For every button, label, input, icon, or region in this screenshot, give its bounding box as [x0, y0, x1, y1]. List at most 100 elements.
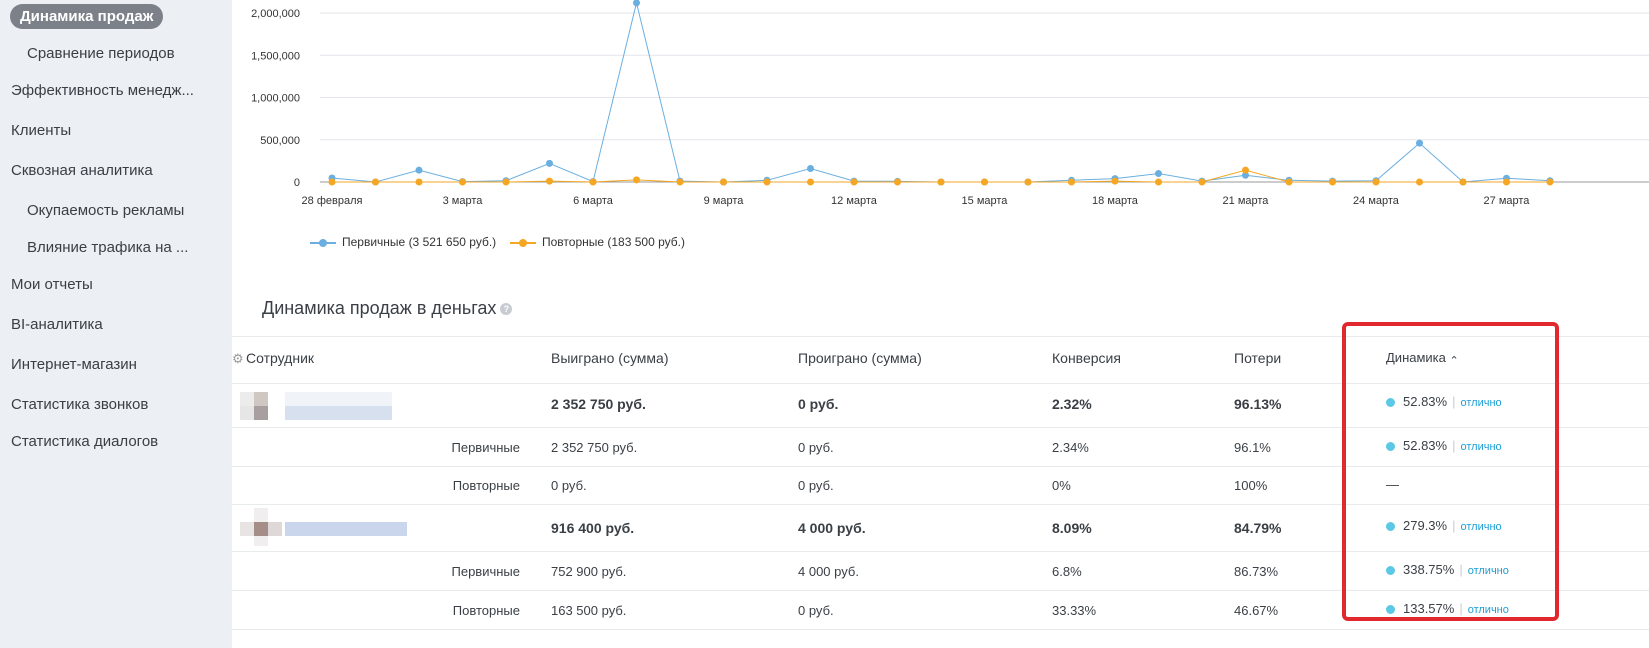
data-point [981, 178, 988, 186]
status-dot-icon [1386, 398, 1395, 408]
sidebar-item-ad-roi[interactable]: Окупаемость рекламы [27, 202, 185, 219]
column-header-lost[interactable]: Проиграно (сумма) [798, 350, 922, 366]
cell-losses: 46.67% [1234, 603, 1279, 618]
column-header-conversion[interactable]: Конверсия [1052, 350, 1121, 366]
status-badge: отлично [1467, 565, 1509, 577]
data-point [1242, 166, 1249, 174]
cell-dynamics: 338.75% | отлично [1386, 562, 1509, 577]
status-badge: отлично [1460, 521, 1502, 533]
sidebar-item-end-to-end-analytics[interactable]: Сквозная аналитика [11, 162, 153, 179]
cell-losses: 84.79% [1234, 520, 1282, 536]
table-header: ⚙ Сотрудник Выиграно (сумма) Проиграно (с… [232, 336, 1649, 384]
avatar [240, 392, 400, 422]
help-icon[interactable]: ? [500, 303, 513, 315]
highlight-box-dynamics-column [1342, 322, 1559, 621]
data-point [1416, 178, 1423, 186]
x-tick-label: 9 марта [704, 195, 745, 207]
sidebar-item-clients[interactable]: Клиенты [11, 122, 72, 139]
sidebar-item-dialog-stats[interactable]: Статистика диалогов [11, 433, 159, 450]
cell-conversion: 2.32% [1052, 396, 1092, 412]
data-point [676, 178, 684, 186]
x-tick-label: 21 марта [1223, 195, 1270, 207]
cell-won: 2 352 750 руб. [551, 440, 638, 455]
column-header-employee[interactable]: ⚙ Сотрудник [232, 350, 315, 366]
cell-sub-label: Повторные [452, 603, 520, 618]
cell-conversion: 2.34% [1052, 440, 1089, 455]
sidebar-item-bi-analytics[interactable]: BI-аналитика [11, 316, 103, 333]
cell-conversion: 0% [1052, 478, 1071, 493]
sidebar-item-manager-efficiency[interactable]: Эффективность менедж... [11, 82, 194, 99]
gear-icon[interactable]: ⚙ [232, 351, 244, 366]
x-tick-label: 28 февраля [302, 195, 363, 207]
table-row-sub[interactable]: Повторные 163 500 руб. 0 руб. 33.33% 46.… [232, 590, 1649, 630]
cell-won: 163 500 руб. [551, 603, 627, 618]
cell-won: 0 руб. [551, 478, 587, 493]
sidebar-item-period-comparison[interactable]: Сравнение периодов [27, 45, 175, 62]
legend-line-icon [510, 238, 536, 247]
data-point [1111, 177, 1119, 185]
data-point [937, 178, 945, 186]
x-tick-label: 12 марта [831, 195, 878, 207]
cell-lost: 0 руб. [798, 396, 839, 412]
legend-label-primary: Первичные (3 521 650 руб.) [342, 235, 497, 249]
sidebar: Динамика продаж Сравнение периодов Эффек… [0, 0, 232, 648]
cell-won: 752 900 руб. [551, 564, 627, 579]
cell-dynamics: 52.83% | отлично [1386, 438, 1502, 453]
cell-losses: 86.73% [1234, 564, 1279, 579]
y-tick-label: 2,000,000 [251, 8, 300, 20]
x-tick-label: 24 марта [1353, 195, 1400, 207]
sidebar-item-online-store[interactable]: Интернет-магазин [11, 356, 137, 373]
y-tick-label: 1,500,000 [251, 50, 300, 62]
status-dot-icon [1386, 522, 1395, 532]
cell-sub-label: Первичные [451, 564, 521, 579]
cell-conversion: 8.09% [1052, 520, 1092, 536]
legend-item-repeat[interactable]: Повторные (183 500 руб.) [510, 235, 685, 249]
sort-asc-icon: ⌃ [1449, 355, 1459, 367]
status-dot-icon [1386, 566, 1395, 576]
cell-dynamics: 52.83% | отлично [1386, 394, 1502, 409]
data-point [1198, 178, 1206, 186]
y-tick-label: 1,000,000 [251, 93, 300, 105]
data-point [633, 0, 640, 7]
data-point [1459, 178, 1467, 186]
cell-lost: 0 руб. [798, 603, 834, 618]
cell-sub-label: Повторные [452, 478, 520, 493]
sales-line-chart: 2,000,000 1,500,000 1,000,000 500,000 0 28 фе… [232, 0, 1649, 250]
cell-won: 916 400 руб. [551, 520, 635, 536]
sidebar-item-traffic-impact[interactable]: Влияние трафика на ... [27, 239, 189, 256]
x-tick-label: 18 марта [1092, 195, 1139, 207]
data-point [589, 178, 597, 186]
table-row-employee[interactable]: 2 352 750 руб. 0 руб. 2.32% 96.13% 52.83… [232, 382, 1649, 428]
series-line [331, 2, 1551, 183]
x-tick-label: 27 марта [1484, 195, 1531, 207]
data-point [328, 178, 336, 186]
table-row-sub[interactable]: Повторные 0 руб. 0 руб. 0% 100% — [232, 466, 1649, 505]
data-point [1503, 178, 1510, 186]
x-tick-label: 15 марта [962, 195, 1009, 207]
table-row-employee[interactable]: 916 400 руб. 4 000 руб. 8.09% 84.79% 279… [232, 504, 1649, 552]
cell-losses: 100% [1234, 478, 1268, 493]
table-row-sub[interactable]: Первичные 2 352 750 руб. 0 руб. 2.34% 96… [232, 427, 1649, 467]
cell-dynamics: 279.3% | отлично [1386, 518, 1502, 533]
legend-item-primary[interactable]: Первичные (3 521 650 руб.) [310, 235, 496, 249]
data-point [1329, 178, 1336, 186]
section-title-text: Динамика продаж в деньгах [262, 298, 497, 318]
data-point [1024, 178, 1032, 186]
data-point [1155, 178, 1162, 186]
column-header-losses[interactable]: Потери [1234, 350, 1282, 366]
sidebar-item-sales-dynamics[interactable]: Динамика продаж [10, 4, 164, 29]
cell-conversion: 33.33% [1052, 603, 1097, 618]
cell-won: 2 352 750 руб. [551, 396, 646, 412]
data-point [1242, 171, 1249, 179]
data-point [850, 178, 858, 186]
data-point [1285, 178, 1293, 186]
data-point [807, 178, 814, 186]
data-point [459, 178, 466, 186]
sidebar-item-my-reports[interactable]: Мои отчеты [11, 276, 93, 293]
column-header-won[interactable]: Выиграно (сумма) [551, 350, 669, 366]
sidebar-item-call-stats[interactable]: Статистика звонков [11, 396, 149, 413]
column-header-dynamics[interactable]: Динамика ⌃ [1386, 350, 1459, 367]
data-point [546, 159, 553, 167]
table-row-sub[interactable]: Первичные 752 900 руб. 4 000 руб. 6.8% 8… [232, 551, 1649, 591]
status-badge: отлично [1460, 397, 1502, 409]
